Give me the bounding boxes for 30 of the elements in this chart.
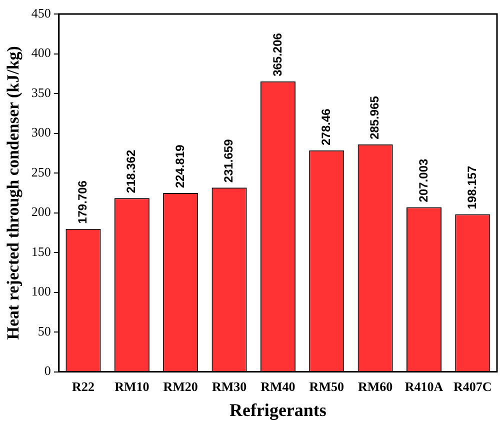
y-tick-label: 50 xyxy=(38,323,51,338)
y-tick-label: 0 xyxy=(44,363,51,378)
y-tick-label: 250 xyxy=(31,164,51,180)
data-label: 198.157 xyxy=(464,166,479,210)
y-tick-label: 350 xyxy=(31,84,51,100)
y-tick-label: 100 xyxy=(31,284,51,299)
data-label: 231.659 xyxy=(222,138,236,183)
x-tick-label: R22 xyxy=(72,378,94,394)
data-label: 218.362 xyxy=(124,149,138,194)
x-tick-label: RM60 xyxy=(358,378,393,394)
x-tick-label: RM40 xyxy=(260,378,296,394)
x-tick-label: RM10 xyxy=(114,378,150,394)
x-tick-label: RM50 xyxy=(309,378,344,394)
x-tick-label: RM20 xyxy=(163,378,198,394)
y-tick-label: 200 xyxy=(31,204,51,220)
y-tick-label: 300 xyxy=(31,124,51,140)
data-label: 365.206 xyxy=(270,32,284,76)
y-tick-label: 150 xyxy=(31,244,51,259)
data-label: 179.706 xyxy=(76,180,90,224)
x-tick-label: R407C xyxy=(454,378,492,394)
x-tick-label: R410A xyxy=(404,378,444,394)
x-axis-title: Refrigerants xyxy=(229,400,326,420)
y-axis-title: Heat rejected through condenser (kJ/kg) xyxy=(4,46,23,340)
data-label: 224.819 xyxy=(172,144,187,188)
data-label: 207.003 xyxy=(416,158,430,202)
y-tick-label: 400 xyxy=(31,45,51,60)
data-label: 285.965 xyxy=(368,96,382,140)
data-label: 278.46 xyxy=(318,108,333,146)
x-tick-label: RM30 xyxy=(212,378,247,394)
y-tick-label: 450 xyxy=(31,5,51,20)
